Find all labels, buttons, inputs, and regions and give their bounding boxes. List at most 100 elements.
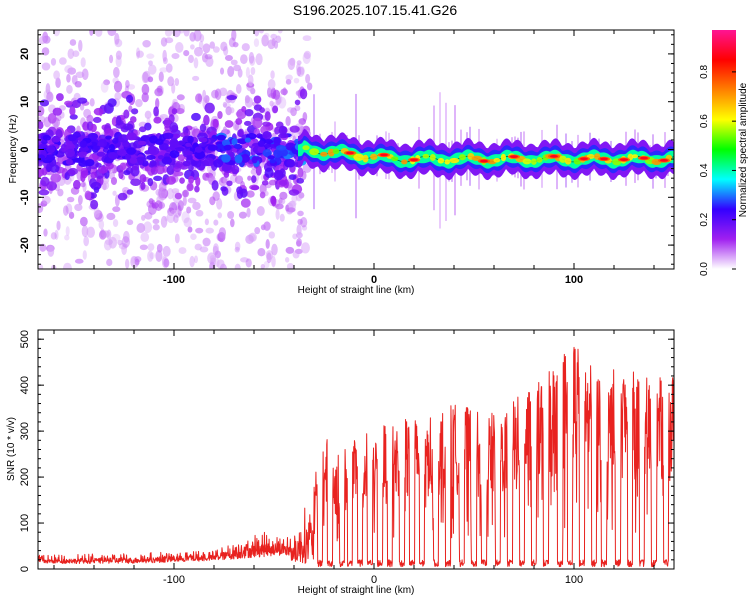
spectrogram-blob: [143, 221, 153, 233]
spectrogram-blob: [135, 99, 143, 108]
spectrogram-blob: [106, 229, 112, 240]
spectrogram-blob: [93, 107, 104, 116]
spectrogram-blob: [273, 149, 282, 158]
spectrogram-blob: [267, 79, 276, 90]
spectrogram-blob: [56, 93, 64, 102]
spectrogram-blob: [262, 130, 272, 140]
spectrogram-blob: [126, 189, 134, 195]
spectrogram-blob: [80, 181, 86, 188]
spectrogram-blob: [144, 110, 152, 119]
spectrogram-blob: [193, 57, 199, 69]
spectrogram-blob: [92, 116, 102, 123]
y-tick-label: 100: [19, 514, 31, 532]
spectrogram-blob: [265, 250, 274, 260]
spectrogram-blob: [57, 188, 64, 197]
spectrogram-blob: [67, 67, 77, 75]
signal-patch: [302, 145, 310, 151]
spectrogram-blob: [291, 131, 300, 139]
spectrogram-blob: [195, 93, 203, 103]
spectrogram-blob: [257, 140, 265, 147]
spectrogram-blob: [156, 85, 163, 93]
spectrogram-blob: [296, 224, 302, 236]
spectrogram-blob: [74, 80, 82, 88]
spectrogram-blob: [190, 44, 195, 50]
spectrogram-blob: [251, 175, 257, 184]
spectrogram-blob: [192, 201, 201, 211]
spectrogram-blob: [209, 196, 216, 206]
spectrogram-blob: [112, 219, 119, 227]
spectrogram-blob: [286, 159, 296, 168]
signal-patch: [493, 157, 501, 163]
spectrogram-blob: [280, 88, 288, 96]
spectrogram-blob: [112, 206, 121, 213]
spectrogram-blob: [119, 162, 127, 171]
signal-patch: [530, 158, 537, 165]
spectrogram-blob: [301, 242, 310, 254]
spectrogram-blob: [185, 142, 192, 147]
spectrogram-blob: [171, 108, 178, 115]
spectrogram-xlabel: Height of straight line (km): [298, 285, 415, 296]
spectrogram-blob: [164, 30, 173, 37]
spectrogram-blob: [152, 224, 160, 231]
x-tick-label: 0: [371, 274, 377, 286]
spectrogram-blob: [123, 109, 130, 119]
spectrogram-blob: [215, 143, 225, 149]
spectrogram-blob: [174, 212, 181, 218]
spectrogram-blob: [159, 142, 169, 151]
spectrogram-blob: [277, 96, 287, 109]
spectrogram-blob: [159, 67, 168, 73]
spectrogram-blob: [233, 143, 242, 149]
spectrogram-blob: [177, 200, 184, 212]
spectrogram-blob: [139, 174, 147, 183]
spectrogram-blob: [186, 154, 193, 160]
spectrogram-blob: [259, 107, 265, 114]
spectrogram-blob: [278, 125, 287, 136]
spectrogram-blob: [74, 203, 83, 212]
spectrogram-blob: [165, 175, 177, 185]
spectrogram-blob: [67, 48, 75, 60]
spectrogram-blob: [198, 137, 208, 143]
spectrogram-blob: [149, 252, 155, 260]
signal-peak-core: [580, 157, 588, 161]
spectrogram-blob: [112, 190, 117, 196]
spectrogram-blob: [121, 236, 131, 248]
spectrogram-blob: [178, 247, 187, 255]
spectrogram-blob: [222, 101, 228, 108]
spectrogram-blob: [270, 87, 277, 100]
spectrogram-blob: [56, 115, 62, 122]
spectrogram-blob: [179, 177, 185, 184]
spectrogram-blob: [186, 206, 192, 214]
spectrogram-blob: [188, 54, 194, 64]
x-tick-label: 100: [565, 274, 583, 286]
spectrogram-blob: [255, 53, 263, 66]
spectrogram-blob: [292, 233, 298, 240]
spectrogram-blob: [163, 117, 172, 129]
spectrogram-blob: [269, 100, 274, 107]
x-tick-label: -100: [163, 574, 185, 586]
spectrogram-blob: [199, 123, 207, 133]
spectrogram-blob: [296, 63, 301, 73]
signal-patch: [370, 153, 378, 160]
spectrogram-blob: [147, 250, 154, 262]
spectrogram-blob: [211, 89, 219, 99]
spectrogram-blob: [95, 30, 103, 37]
spectrogram-blob: [183, 217, 192, 228]
spectrogram-blob: [173, 171, 184, 177]
spectrogram-blob: [273, 136, 281, 145]
spectrogram-blob: [162, 49, 167, 62]
spectrogram-blob: [144, 212, 153, 220]
signal-patch: [500, 153, 507, 162]
y-tick-label: 300: [19, 422, 31, 440]
spectrogram-blob: [41, 62, 51, 71]
spectrogram-blob: [262, 149, 272, 157]
spectrogram-blob: [146, 53, 155, 59]
spectrogram-blob: [174, 192, 183, 200]
spectrogram-blob: [202, 237, 211, 247]
spectrogram-blob: [52, 107, 63, 116]
spectrogram-blob: [69, 106, 76, 116]
spectrogram-blob: [118, 149, 127, 157]
spectrogram-blob: [65, 226, 70, 237]
spectrogram-blob: [296, 177, 305, 184]
spectrogram-blob: [138, 126, 147, 133]
